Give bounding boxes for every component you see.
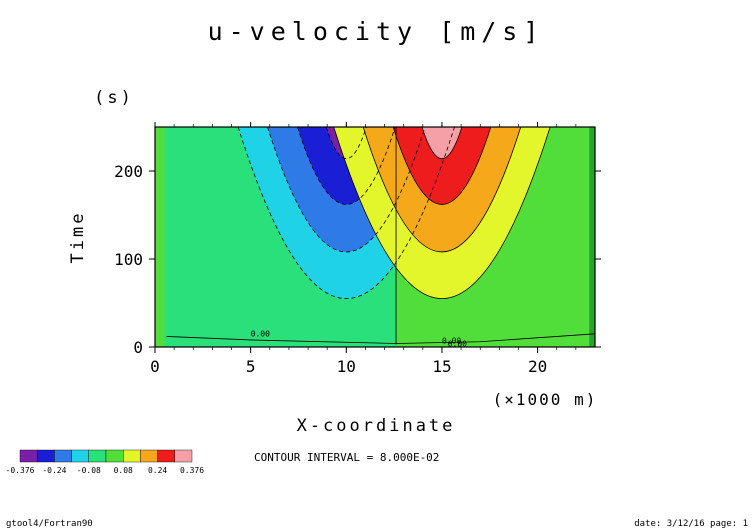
contour-line	[267, 127, 426, 253]
contour-line	[237, 127, 455, 299]
y-tick-label: 200	[114, 162, 143, 181]
chart-title: u-velocity [m/s]	[208, 17, 545, 46]
colorbar-swatch	[105, 449, 124, 463]
footer-left: gtool4/Fortran90	[6, 519, 93, 529]
y-tick-label: 0	[133, 338, 143, 357]
colorbar-label: -0.08	[77, 466, 101, 475]
contour-label: 0.00	[442, 336, 461, 345]
boundary-strip	[589, 127, 595, 347]
x-axis-label: X-coordinate	[297, 416, 456, 436]
colorbar: -0.376 -0.24 -0.08 0.08 0.24 0.376	[6, 449, 204, 475]
y-axis-unit: (s)	[94, 88, 134, 108]
colorbar-swatch	[37, 449, 55, 463]
colorbar-swatch	[174, 449, 193, 463]
contour-line	[392, 127, 492, 205]
contour-lines	[166, 127, 595, 345]
x-tick-label: 0	[150, 357, 160, 376]
x-tick-label: 10	[337, 357, 356, 376]
contour-interval-text: CONTOUR INTERVAL = 8.000E-02	[254, 451, 439, 464]
contour-line	[297, 127, 396, 205]
colorbar-label: -0.376	[6, 466, 35, 475]
colorbar-swatch	[157, 449, 176, 463]
colorbar-label: 0.08	[114, 466, 133, 475]
contour-line	[421, 127, 463, 159]
colorbar-label: 0.376	[180, 466, 204, 475]
colorbar-label: -0.24	[42, 466, 66, 475]
contour-label: 0.00	[448, 340, 467, 349]
colorbar-label: 0.24	[148, 466, 167, 475]
colorbar-swatch	[88, 449, 107, 463]
colorbar-swatch	[122, 449, 141, 463]
x-tick-label: 5	[246, 357, 256, 376]
colorbar-swatch	[54, 449, 72, 463]
boundary-strip	[155, 127, 165, 347]
y-axis: 0 100 200	[114, 162, 601, 357]
footer-right: date: 3/12/16 page: 1	[634, 519, 748, 529]
x-tick-label: 20	[528, 357, 547, 376]
contour-line	[333, 127, 551, 299]
colorbar-swatch	[140, 449, 158, 463]
contour-line	[325, 127, 367, 159]
y-tick-label: 100	[114, 250, 143, 269]
colorbar-swatch	[19, 449, 38, 463]
contour-label: 0.00	[251, 329, 270, 338]
x-axis: 0 5 10 15 20	[150, 122, 577, 376]
zero-contour-line	[166, 333, 595, 344]
x-tick-label: 15	[432, 357, 451, 376]
plot-area	[155, 127, 595, 347]
y-axis-label: Time	[68, 211, 88, 264]
x-axis-unit: (×1000 m)	[493, 390, 598, 409]
contour-labels: 0.000.000.00	[251, 329, 467, 348]
contour-line	[362, 127, 522, 253]
colorbar-swatch	[71, 449, 89, 463]
plot-frame	[154, 126, 596, 348]
